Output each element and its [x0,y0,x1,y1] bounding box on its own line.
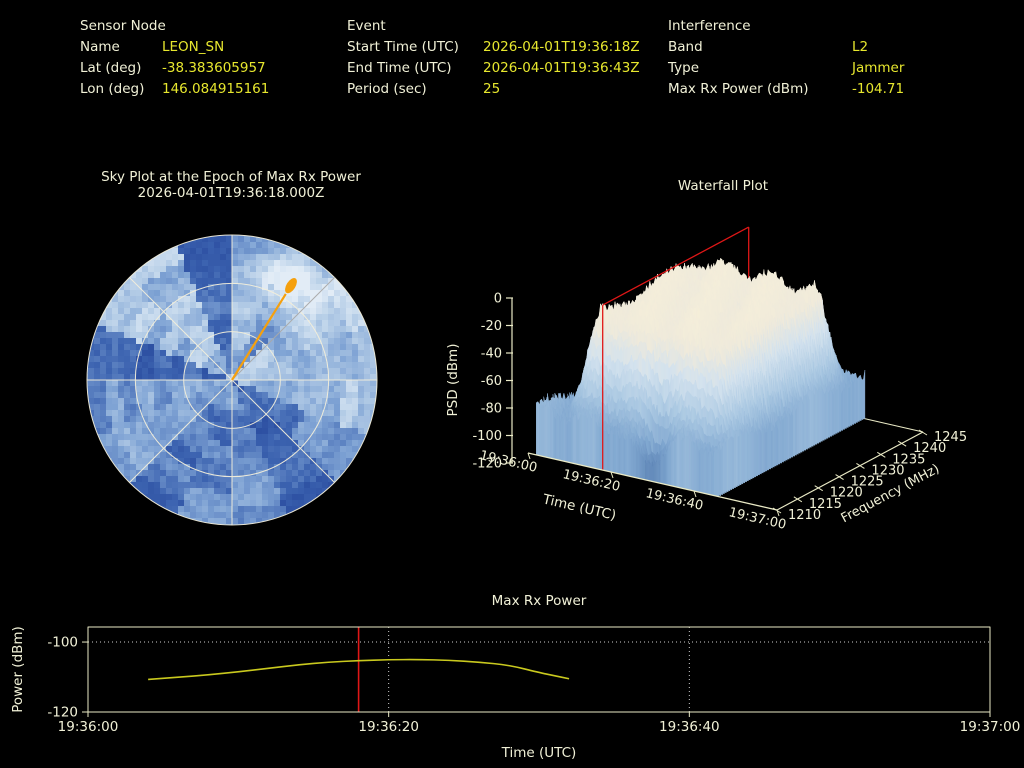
sky-plot-title-line2: 2026-04-01T19:36:18.000Z [137,185,325,201]
sky-plot-canvas [82,230,382,530]
sensor-name-label: Name [80,39,120,55]
interference-type-label: Type [668,60,700,76]
event-section-title: Event [347,18,386,34]
sensor-lon-label: Lon (deg) [80,81,145,97]
sensor-name-value: LEON_SN [162,39,225,55]
interference-power-value: -104.71 [852,81,905,97]
interference-power-label: Max Rx Power (dBm) [668,81,809,97]
sensor-node-section-title: Sensor Node [80,18,166,34]
event-end-value: 2026-04-01T19:36:43Z [483,60,640,76]
sensor-lat-label: Lat (deg) [80,60,142,76]
event-period-value: 25 [483,81,501,97]
interference-band-label: Band [668,39,703,55]
waterfall-title: Waterfall Plot [677,178,769,194]
sensor-lon-value: 146.084915161 [162,81,270,97]
waterfall-canvas [430,195,1024,545]
event-start-value: 2026-04-01T19:36:18Z [483,39,640,55]
event-end-label: End Time (UTC) [347,60,452,76]
sky-plot-title-line1: Sky Plot at the Epoch of Max Rx Power [101,169,361,185]
event-start-label: Start Time (UTC) [347,39,459,55]
power-chart-canvas [0,585,1024,768]
interference-type-value: Jammer [852,60,905,76]
sky-plot-title: Sky Plot at the Epoch of Max Rx Power 20… [101,169,361,201]
interference-band-value: L2 [852,39,869,55]
interference-section-title: Interference [668,18,751,34]
event-period-label: Period (sec) [347,81,427,97]
sensor-lat-value: -38.383605957 [162,60,266,76]
